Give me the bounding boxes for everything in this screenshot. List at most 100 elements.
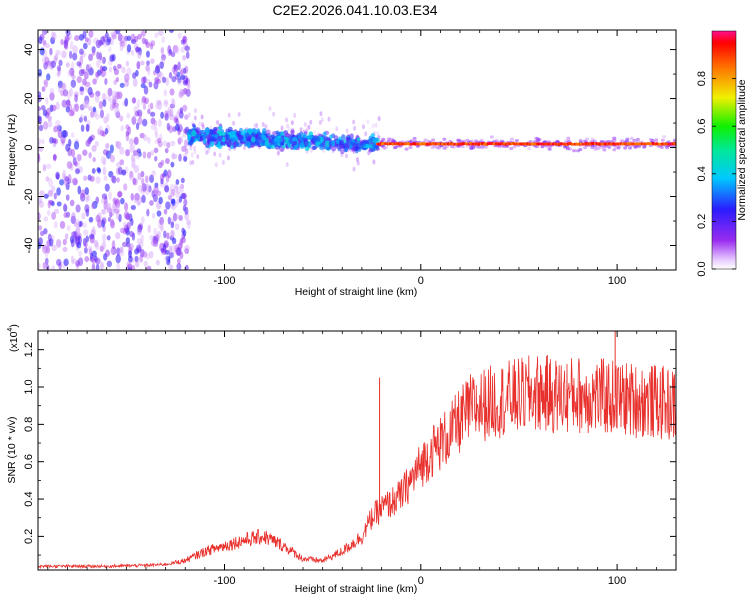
spectrogram-cell — [126, 44, 132, 53]
spectrogram-cell — [216, 119, 220, 125]
spectrogram-cell — [79, 114, 84, 123]
spectrogram-cell — [154, 182, 159, 188]
spectrogram-cell — [268, 105, 272, 111]
spectrogram-cell — [153, 147, 159, 154]
spectrogram-cell — [139, 132, 145, 139]
spectrogram-cell — [75, 218, 81, 227]
spectrogram-cell — [44, 250, 49, 258]
spectrogram-cell — [154, 65, 161, 74]
spectrogram-cell — [95, 214, 101, 223]
spectrogram-cell — [450, 144, 455, 149]
spectrogram-cell — [457, 139, 462, 143]
spectrogram-cell — [69, 67, 75, 76]
spectrogram-cell — [59, 220, 66, 229]
spectrogram-cell — [128, 255, 133, 263]
spectrogram-cell — [58, 85, 62, 94]
spectrogram-cell — [101, 233, 107, 243]
spectrogram-cell — [67, 70, 73, 77]
spectrogram-cell — [160, 47, 165, 55]
spectrogram-cell — [585, 137, 590, 141]
spectrogram-cell — [153, 227, 158, 237]
spectrogram-cell — [118, 213, 122, 223]
spectrogram-cell — [82, 78, 87, 86]
spectrogram-cell — [182, 80, 188, 86]
spectrogram-cell — [42, 244, 48, 254]
spectrogram-cell — [79, 104, 85, 111]
spectrogram-cell — [293, 112, 297, 118]
spectrogram-cell — [125, 130, 129, 137]
spectrogram-cell — [220, 141, 226, 146]
spectrogram-cell — [231, 137, 236, 143]
spectrogram-cell — [101, 56, 106, 64]
spectrogram-cell — [55, 238, 62, 248]
spectrogram-cell — [635, 137, 640, 142]
spectrogram-cell — [86, 195, 91, 201]
colorbar: 0.0 0.2 0.4 0.6 0.8 Normalized spectral ampl… — [696, 30, 748, 277]
spectrogram-cell — [174, 214, 181, 220]
spectrogram-cell — [56, 65, 62, 72]
snr-line — [38, 331, 676, 570]
spectrogram-cell — [141, 182, 147, 192]
spectrogram-cell — [171, 237, 177, 245]
spectrogram-cell — [43, 79, 49, 88]
spectrogram-cell — [143, 260, 148, 267]
spectrogram-cell — [136, 238, 143, 245]
spectrogram-cell — [540, 145, 545, 149]
spectrogram-cell — [63, 204, 68, 212]
spectrogram-cell — [345, 128, 349, 134]
spectrogram-cell — [96, 69, 102, 77]
spectrogram-cell — [662, 135, 667, 139]
spectrogram-cell — [169, 103, 176, 109]
spectrogram-cell — [612, 136, 617, 140]
spectrogram-cell — [43, 61, 48, 70]
spectrogram-cell — [130, 49, 135, 56]
spectrogram-cell — [200, 114, 204, 120]
spectrogram-cell — [408, 145, 413, 149]
spectrogram-cell — [138, 223, 144, 231]
spectrogram-cell — [106, 112, 110, 122]
spectrogram-cell — [616, 146, 621, 150]
spectrogram-cell — [654, 139, 659, 143]
spectrogram-cell — [119, 246, 124, 254]
spectrogram-cell — [99, 129, 105, 137]
spectrogram-cell — [170, 188, 176, 197]
spectrogram-cell — [344, 142, 351, 149]
spectrogram-cell — [70, 255, 75, 265]
spectrogram-cell — [91, 167, 96, 174]
spectrogram-cell — [47, 199, 52, 209]
spectrogram-cell — [356, 137, 361, 142]
snr-panel: -100 0 100 0.2 0.4 0.6 0.8 1.0 1.2 Height of str… — [6, 324, 677, 595]
spectrogram-cell — [79, 192, 86, 202]
spectrogram-cell — [137, 172, 142, 181]
snr-ylabel: SNR (10 * v/v) — [6, 416, 18, 483]
spectrogram-cell — [166, 122, 171, 131]
spectrogram-cell — [179, 69, 184, 75]
spectrogram-cell — [75, 168, 80, 175]
spectrogram-cell — [120, 125, 124, 132]
spectrogram-cell — [355, 157, 359, 163]
spectrogram-cell — [38, 200, 44, 208]
spectrogram-cell — [101, 217, 107, 225]
spectrogram-cell — [272, 111, 276, 117]
spectrogram-cell — [42, 109, 48, 117]
spectrogram-cell — [383, 145, 388, 150]
spectrogram-cell — [49, 92, 55, 101]
spectrogram-cell — [41, 105, 46, 111]
spectrogram-cell — [46, 209, 51, 216]
spectrogram-cell — [69, 177, 74, 184]
spectrogram-cell — [65, 182, 70, 191]
spectrogram-cell — [339, 144, 344, 150]
spectrogram-cell — [104, 196, 108, 204]
spectrogram-cell — [172, 153, 178, 159]
spectrogram-cell — [95, 257, 101, 265]
spectrogram-cell — [170, 221, 175, 229]
spectrogram-cell — [593, 146, 598, 150]
spectrogram-cell — [102, 166, 107, 176]
spectrogram-cell — [55, 49, 61, 56]
spectrogram-cell — [132, 72, 137, 80]
spectrogram-cell — [139, 254, 144, 263]
spectrogram-cell — [169, 88, 175, 96]
spectrogram-cell — [391, 139, 396, 143]
spectrogram-cell — [590, 145, 595, 149]
spectrogram-cell — [642, 144, 647, 148]
